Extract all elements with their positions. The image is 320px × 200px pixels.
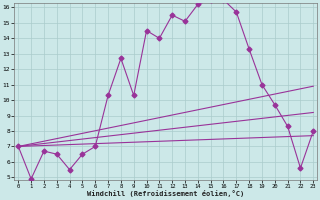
X-axis label: Windchill (Refroidissement éolien,°C): Windchill (Refroidissement éolien,°C) — [87, 190, 244, 197]
